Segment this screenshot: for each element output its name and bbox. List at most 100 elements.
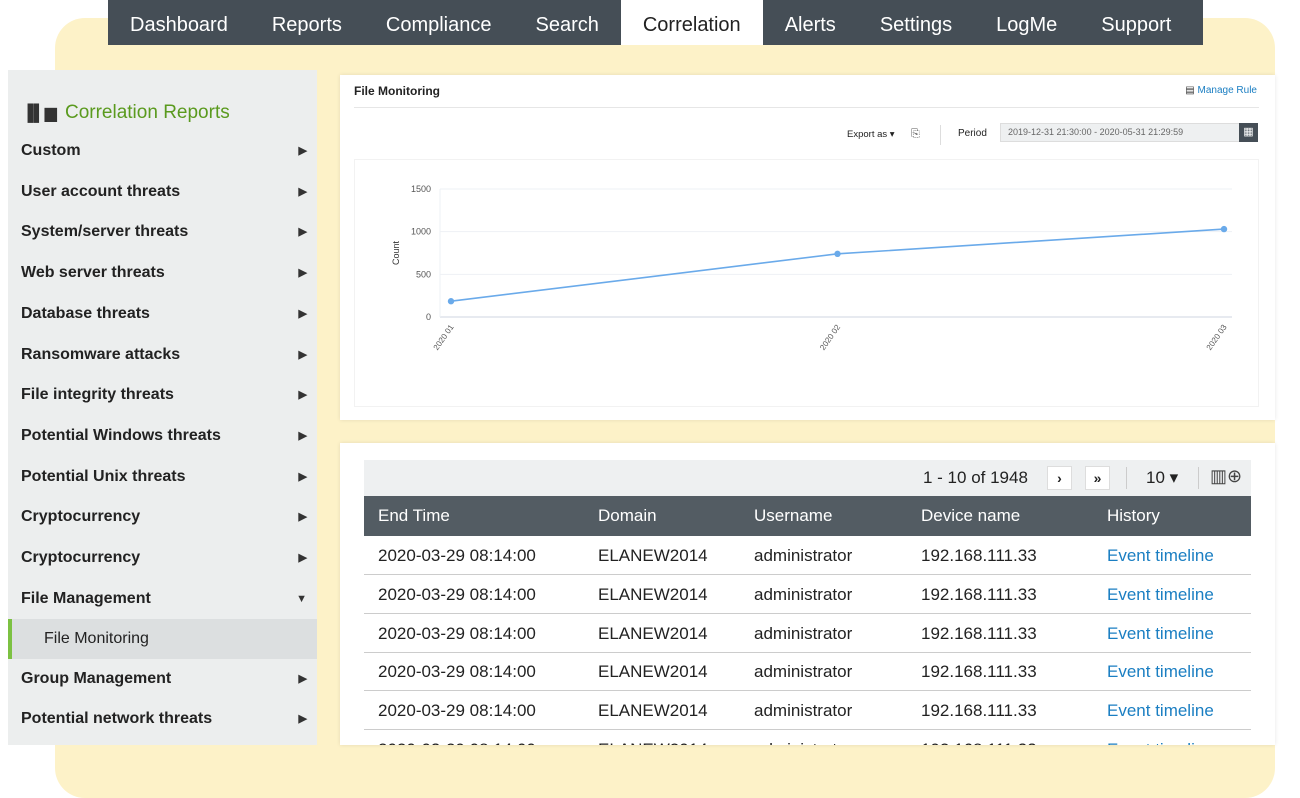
sidebar-item[interactable]: Potential network threats ▶ [8,699,317,739]
pager-text: 1 - 10 of 1948 [923,468,1028,487]
table-cell: 192.168.111.33 [921,584,1037,604]
table-cell: 2020-03-29 08:14:00 [378,584,536,604]
sidebar-item-label: Group Management [21,669,172,687]
sidebar-item[interactable]: File Management ▼ [8,579,317,619]
sidebar-item[interactable]: Custom ▶ [8,131,317,171]
calendar-icon[interactable]: ▦ [1239,123,1258,142]
event-timeline-link[interactable]: Event timeline [1107,662,1214,682]
caret-right-icon: ▶ [298,429,307,442]
schedule-export-icon[interactable]: ⎘ [911,128,920,140]
tab-correlation[interactable]: Correlation [620,0,763,45]
caret-right-icon: ▶ [298,267,307,280]
data-point [834,250,841,258]
sidebar: ▐▌▆ Correlation Reports Custom ▶ User accou… [8,70,317,745]
report-title: File Monitoring [354,84,440,98]
sidebar-item[interactable]: File integrity threats ▶ [8,375,317,415]
caret-right-icon: ▶ [298,511,307,524]
caret-right-icon: ▶ [298,672,307,685]
tab-support[interactable]: Support [1101,14,1172,36]
table-cell: 192.168.111.33 [921,623,1037,643]
sidebar-item-label: Ransomware attacks [21,345,181,363]
column-header[interactable]: Username [754,506,833,525]
caret-right-icon: ▶ [298,226,307,239]
next-page-button[interactable]: › [1047,466,1072,490]
table-cell: administrator [754,701,853,721]
table-cell: ELANEW2014 [598,546,708,565]
last-page-button[interactable]: » [1085,466,1110,490]
table-row: 2020-03-29 08:14:00 ELANEW2014 administrat… [364,614,1251,653]
event-timeline-link[interactable]: Event timeline [1107,546,1214,565]
x-tick-label: 2020 01 [432,323,456,352]
event-timeline-link[interactable]: Event timeline [1107,730,1214,745]
sidebar-item[interactable]: Cryptocurrency ▶ [8,538,317,578]
y-tick-label: 1000 [411,227,431,237]
table-cell: ELANEW2014 [598,623,708,643]
tab-search[interactable]: Search [535,14,599,36]
tab-reports[interactable]: Reports [271,14,342,36]
table-cell: administrator [754,662,853,682]
export-as-dropdown[interactable]: Export as ▾ [847,129,895,140]
table-cell: ELANEW2014 [598,730,708,745]
caret-right-icon: ▶ [298,552,307,564]
data-point [447,298,455,305]
column-header[interactable]: History [1107,506,1160,525]
sidebar-item-label: Potential Unix threats [21,467,186,485]
tab-settings[interactable]: Settings [879,14,953,36]
caret-down-icon: ▼ [296,592,307,605]
period-label: Period [958,128,987,139]
sidebar-item[interactable]: Ransomware attacks ▶ [8,335,317,375]
bar-chart-icon: ▐▌▆ [22,105,57,122]
page-size-dropdown[interactable]: 10 ▾ [1146,468,1179,487]
sidebar-item-label: File Management [21,589,151,607]
sidebar-item[interactable]: Group Management ▶ [8,659,317,699]
tab-dashboard[interactable]: Dashboard [130,14,228,36]
event-timeline-link[interactable]: Event timeline [1107,623,1214,643]
manage-rule-link[interactable]: ▤ Manage Rule [1185,85,1257,96]
add-column-icon[interactable]: ▥⊕ [1210,466,1243,486]
column-header[interactable]: End Time [378,506,450,525]
table-cell: 2020-03-29 08:14:00 [378,701,536,721]
manage-rule-icon: ▤ [1185,85,1198,96]
caret-right-icon: ▶ [298,470,307,483]
table-row: 2020-03-29 08:14:00 ELANEW2014 administrat… [364,575,1251,614]
table-header: End Time Domain Username Device name History [364,496,1251,536]
sidebar-item[interactable]: Database threats ▶ [8,294,317,334]
table-cell: administrator [754,730,852,745]
table-cell: 2020-03-29 08:14:00 [378,546,536,565]
pagination-bar: 1 - 10 of 1948 › » 10 ▾ ▥⊕ [364,460,1251,496]
tab-compliance[interactable]: Compliance [385,14,492,36]
y-tick-label: 1500 [411,184,431,194]
event-timeline-link[interactable]: Event timeline [1107,584,1214,604]
caret-right-icon: ▶ [298,307,307,320]
sidebar-item[interactable]: System/server threats ▶ [8,212,317,252]
table-cell: administrator [754,623,853,643]
column-header[interactable]: Device name [921,506,1021,525]
table-cell: 192.168.111.33 [921,662,1037,682]
table-cell: 2020-03-29 08:14:00 [378,730,536,745]
sidebar-item-label: File Monitoring [44,630,149,648]
table-card: 1 - 10 of 1948 › » 10 ▾ ▥⊕ End Time Domai… [340,443,1275,745]
caret-right-icon: ▶ [298,145,307,157]
sidebar-item[interactable]: Web server threats ▶ [8,253,317,293]
table-row: 2020-03-29 08:14:00 ELANEW2014 administrat… [364,691,1251,731]
sidebar-item[interactable]: File Monitoring [8,619,317,660]
sidebar-item[interactable]: Potential Unix threats ▶ [8,457,317,497]
sidebar-title: ▐▌▆ Correlation Reports [22,102,230,123]
table-cell: administrator [754,584,853,604]
sidebar-item[interactable]: User account threats ▶ [8,172,317,212]
chart-card: File Monitoring ▤ Manage Rule Export as … [340,75,1275,420]
sidebar-item[interactable]: Cryptocurrency ▶ [8,497,317,537]
tab-logme[interactable]: LogMe [996,14,1058,36]
sidebar-item[interactable]: Potential Windows threats ▶ [8,416,317,456]
caret-right-icon: ▶ [298,389,307,402]
x-tick-label: 2020 02 [818,323,842,352]
column-header[interactable]: Domain [598,506,657,525]
event-timeline-link[interactable]: Event timeline [1107,701,1214,721]
caret-right-icon: ▶ [298,185,307,198]
sidebar-item-label: Database threats [21,304,150,322]
y-axis-label: Count [391,241,401,266]
caret-right-icon: ▶ [298,713,307,726]
caret-right-icon: ▶ [298,348,307,361]
tab-alerts[interactable]: Alerts [784,14,836,36]
table-cell: 192.168.111.33 [921,730,1037,745]
